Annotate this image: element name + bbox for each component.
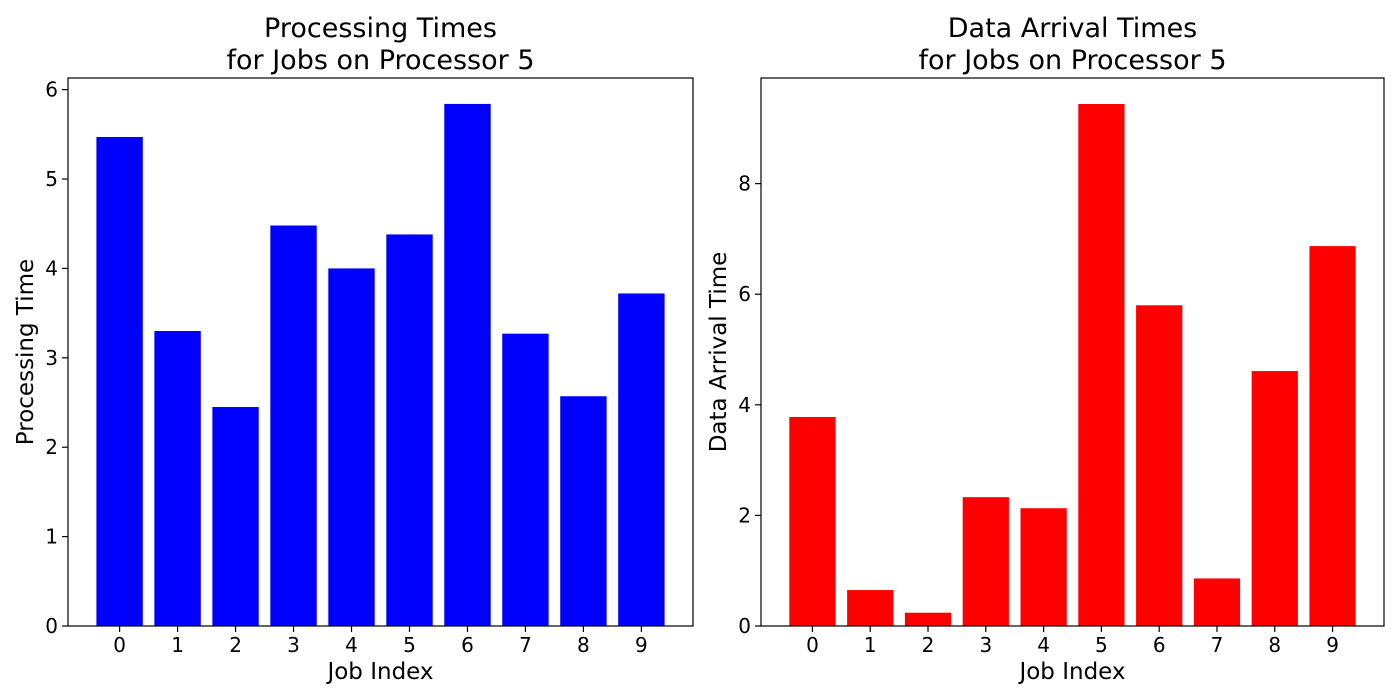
bar-job-5 [1078,103,1125,626]
x-tick-label: 7 [519,633,532,657]
y-tick-label: 4 [45,256,58,280]
bar-job-6 [1136,305,1183,626]
y-tick-label: 0 [45,614,58,638]
tick-group: 0 1 2 3 4 5 6 7 8 9 0 2 4 6 8 [738,172,1339,657]
bar-job-6 [444,103,491,627]
x-tick-label: 6 [1153,633,1166,657]
bar-job-8 [560,396,607,626]
bar-job-4 [1020,508,1067,626]
bar-job-7 [502,333,549,626]
bar-job-1 [847,590,894,626]
data-arrival-times-chart: Data Arrival Times for Jobs on Processor… [706,13,1385,685]
bar-job-0 [96,137,143,626]
x-axis-label: Job Index [1017,659,1125,685]
chart-title-line-1: Data Arrival Times [948,13,1198,44]
x-tick-label: 9 [635,633,648,657]
bar-job-4 [328,268,375,626]
y-tick-label: 1 [45,525,58,549]
plot-area-frame [760,77,1385,627]
x-tick-label: 4 [345,633,358,657]
y-tick-label: 2 [738,503,751,527]
y-tick-label: 5 [45,167,58,191]
y-tick-label: 2 [45,435,58,459]
bar-job-2 [212,406,259,626]
x-tick-label: 4 [1037,633,1050,657]
x-axis-label: Job Index [325,659,433,685]
bar-job-3 [962,497,1009,626]
y-axis-label: Processing Time [13,259,39,445]
plot-area-frame [67,77,694,627]
x-tick-label: 9 [1326,633,1339,657]
y-axis-label: Data Arrival Time [706,252,732,453]
x-tick-label: 1 [171,633,184,657]
x-tick-label: 3 [979,633,992,657]
y-tick-label: 4 [738,393,751,417]
bar-job-1 [154,330,201,626]
chart-title-line-2: for Jobs on Processor 5 [227,45,535,76]
x-tick-label: 7 [1211,633,1224,657]
x-tick-label: 5 [1095,633,1108,657]
y-tick-label: 6 [738,282,751,306]
bar-job-9 [618,293,665,626]
y-tick-label: 3 [45,346,58,370]
bar-group [789,103,1356,626]
bar-group [96,103,665,627]
x-tick-label: 5 [403,633,416,657]
x-tick-label: 6 [461,633,474,657]
bar-job-3 [270,225,317,626]
x-tick-label: 2 [922,633,935,657]
x-tick-label: 3 [287,633,300,657]
x-tick-label: 0 [113,633,126,657]
x-tick-label: 2 [229,633,242,657]
bar-job-2 [904,612,952,626]
processing-times-chart: Processing Times for Jobs on Processor 5… [13,13,694,685]
y-tick-label: 0 [738,614,751,638]
bar-job-8 [1251,371,1298,626]
chart-title-line-1: Processing Times [264,13,497,44]
y-tick-label: 8 [738,172,751,196]
y-tick-label: 6 [45,78,58,102]
x-tick-label: 0 [806,633,819,657]
x-tick-label: 1 [864,633,877,657]
x-tick-label: 8 [577,633,590,657]
bar-job-0 [789,416,836,626]
bar-job-5 [386,234,433,626]
bar-job-7 [1193,578,1241,626]
chart-title-line-2: for Jobs on Processor 5 [919,45,1227,76]
bar-job-9 [1309,246,1356,626]
tick-group: 0 1 2 3 4 5 6 7 8 9 0 1 2 3 4 5 6 [45,78,648,657]
x-tick-label: 8 [1268,633,1281,657]
